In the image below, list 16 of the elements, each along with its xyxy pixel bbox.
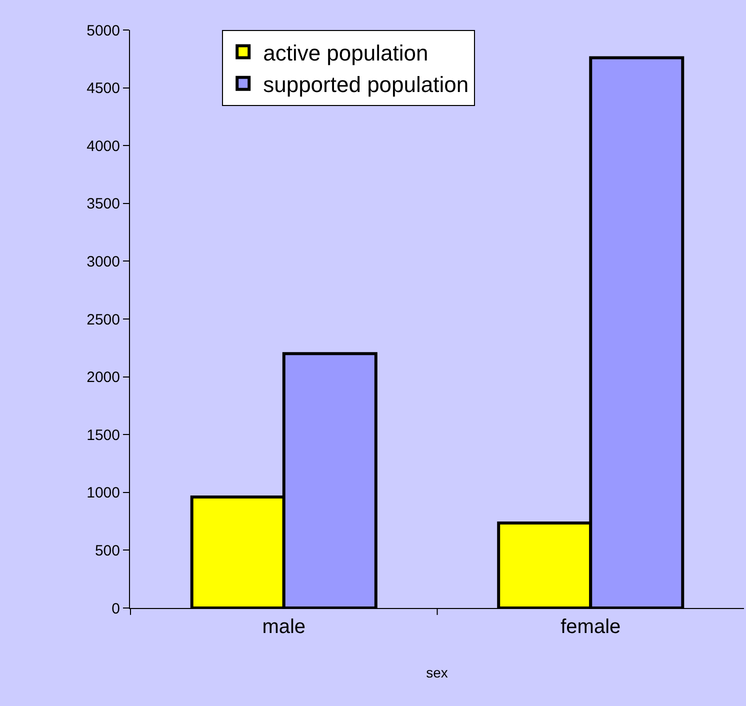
y-tick-label: 5000 xyxy=(86,22,120,40)
x-axis-title: sex xyxy=(426,664,448,680)
y-tick-label: 4000 xyxy=(86,138,120,155)
y-tick-label: 1500 xyxy=(86,426,120,444)
y-tick-label: 4500 xyxy=(86,80,120,98)
x-tick-label: male xyxy=(262,616,306,638)
y-tick-label: 1000 xyxy=(86,484,120,502)
y-tick-label: 2500 xyxy=(86,311,120,328)
legend-label: active population xyxy=(263,40,428,66)
legend-label: supported population xyxy=(263,72,469,97)
y-tick-label: 2000 xyxy=(86,369,120,386)
y-tick-label: 0 xyxy=(112,600,120,618)
y-tick-label: 3500 xyxy=(86,196,120,213)
x-tick-label: female xyxy=(560,616,621,638)
y-tick-label: 500 xyxy=(94,542,120,560)
y-tick-label: 3000 xyxy=(86,253,120,270)
